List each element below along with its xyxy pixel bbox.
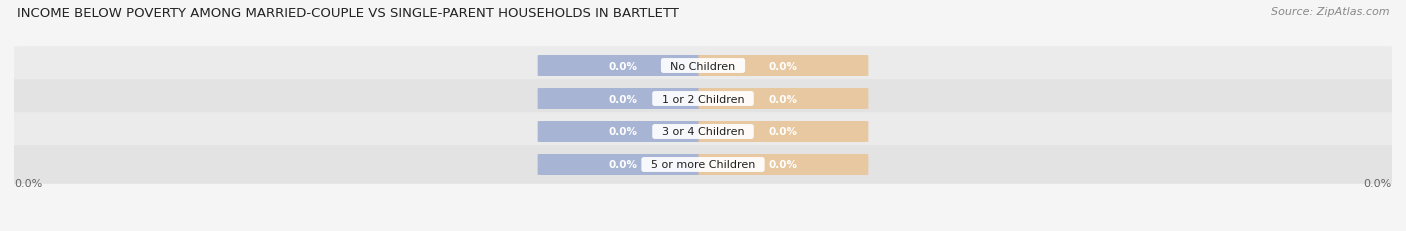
Text: 1 or 2 Children: 1 or 2 Children [655, 94, 751, 104]
Text: 0.0%: 0.0% [1364, 179, 1392, 188]
FancyBboxPatch shape [537, 56, 707, 77]
Text: 5 or more Children: 5 or more Children [644, 160, 762, 170]
Text: 0.0%: 0.0% [609, 94, 637, 104]
FancyBboxPatch shape [699, 89, 869, 109]
FancyBboxPatch shape [699, 56, 869, 77]
Text: No Children: No Children [664, 61, 742, 71]
Text: 0.0%: 0.0% [609, 127, 637, 137]
Text: 0.0%: 0.0% [14, 179, 42, 188]
Text: 0.0%: 0.0% [609, 61, 637, 71]
FancyBboxPatch shape [537, 154, 707, 175]
FancyBboxPatch shape [537, 89, 707, 109]
FancyBboxPatch shape [699, 122, 869, 142]
Text: 0.0%: 0.0% [769, 127, 797, 137]
FancyBboxPatch shape [3, 80, 1403, 118]
Text: INCOME BELOW POVERTY AMONG MARRIED-COUPLE VS SINGLE-PARENT HOUSEHOLDS IN BARTLET: INCOME BELOW POVERTY AMONG MARRIED-COUPL… [17, 7, 679, 20]
Text: 0.0%: 0.0% [609, 160, 637, 170]
Text: 3 or 4 Children: 3 or 4 Children [655, 127, 751, 137]
Text: 0.0%: 0.0% [769, 94, 797, 104]
FancyBboxPatch shape [699, 154, 869, 175]
FancyBboxPatch shape [3, 146, 1403, 184]
FancyBboxPatch shape [3, 47, 1403, 85]
FancyBboxPatch shape [3, 113, 1403, 151]
Text: Source: ZipAtlas.com: Source: ZipAtlas.com [1271, 7, 1389, 17]
Text: 0.0%: 0.0% [769, 61, 797, 71]
FancyBboxPatch shape [537, 122, 707, 142]
Text: 0.0%: 0.0% [769, 160, 797, 170]
